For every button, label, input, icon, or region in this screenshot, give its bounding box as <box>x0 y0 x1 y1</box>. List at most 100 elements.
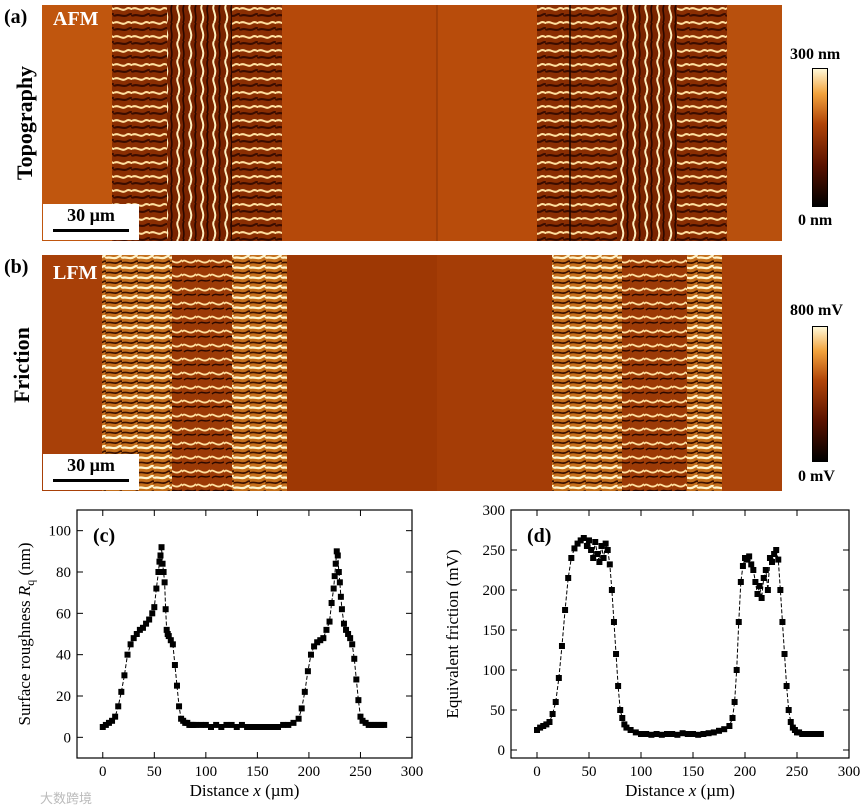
data-point <box>811 731 818 737</box>
data-point <box>762 567 769 573</box>
data-point <box>317 637 324 644</box>
data-point <box>173 682 180 689</box>
y-tick-label: 80 <box>56 565 71 581</box>
data-point <box>311 643 318 650</box>
data-point <box>592 539 599 545</box>
data-point <box>752 579 759 585</box>
data-point <box>314 639 321 646</box>
data-point <box>773 547 780 553</box>
data-point <box>602 540 609 547</box>
x-tick-label: 0 <box>99 764 107 780</box>
data-point <box>353 676 360 683</box>
afm-topography-image <box>42 5 782 241</box>
data-point <box>102 721 109 728</box>
data-point <box>744 556 751 563</box>
data-point <box>169 641 176 648</box>
lfm-friction-image <box>42 255 782 491</box>
data-point <box>562 607 569 613</box>
scale-bar-line <box>53 229 129 232</box>
data-point <box>233 724 240 730</box>
data-point <box>664 731 670 737</box>
data-point <box>326 618 333 625</box>
data-point <box>756 583 763 589</box>
data-point <box>165 633 172 640</box>
chart-panel-label: (c) <box>93 525 115 547</box>
panel-a-side-title: Topography <box>12 65 37 181</box>
data-point <box>332 560 339 567</box>
data-point <box>604 547 611 553</box>
data-point <box>336 579 343 586</box>
data-point <box>617 707 624 713</box>
plot-frame <box>76 509 413 759</box>
x-tick-label: 250 <box>786 764 809 780</box>
scale-bar-line <box>53 479 129 482</box>
data-point <box>771 551 778 557</box>
data-point <box>748 561 755 568</box>
data-point <box>623 724 630 731</box>
data-point <box>799 731 806 737</box>
data-point <box>808 731 815 737</box>
data-point <box>726 723 733 729</box>
x-tick-label: 150 <box>682 764 705 780</box>
y-tick-label: 60 <box>56 606 71 622</box>
data-point <box>540 723 547 729</box>
y-axis-label: Equivalent friction (mV) <box>443 549 462 718</box>
data-point <box>202 721 209 728</box>
data-point <box>781 651 788 657</box>
lfm-image-svg <box>42 255 782 491</box>
data-point <box>716 727 722 734</box>
data-point <box>378 721 385 728</box>
data-point <box>238 721 245 728</box>
panel-a-scale-bar: 30 µm <box>43 204 139 240</box>
watermark: 大数跨境 <box>40 792 93 807</box>
data-point <box>153 585 160 592</box>
data-point <box>754 591 761 597</box>
data-point <box>115 703 122 710</box>
data-point <box>588 547 595 553</box>
data-point <box>785 707 792 713</box>
data-point <box>259 724 266 730</box>
y-tick-label: 0 <box>498 743 506 759</box>
data-point <box>345 631 352 637</box>
data-point <box>330 585 337 592</box>
data-point <box>197 721 204 728</box>
data-point <box>546 719 553 725</box>
data-point <box>658 731 665 738</box>
data-point <box>368 721 375 728</box>
data-point <box>340 620 347 627</box>
data-point <box>323 626 330 633</box>
data-point <box>334 552 341 559</box>
data-point <box>155 569 162 575</box>
x-tick-label: 0 <box>533 764 541 780</box>
data-point <box>684 731 691 737</box>
y-tick-label: 200 <box>483 583 506 599</box>
data-point <box>381 721 388 728</box>
y-tick-label: 20 <box>56 689 71 705</box>
data-point <box>783 683 790 689</box>
data-point <box>558 643 565 649</box>
data-point <box>608 587 615 593</box>
data-point <box>583 543 590 549</box>
data-point <box>99 724 106 730</box>
data-point <box>223 721 230 728</box>
x-tick-label: 200 <box>298 764 321 780</box>
data-point <box>802 731 809 737</box>
data-point <box>710 729 717 736</box>
data-point <box>343 626 350 633</box>
panel-b-colorbar-min: 0 mV <box>798 468 835 485</box>
data-point <box>598 543 605 549</box>
data-point <box>351 655 358 662</box>
data-point <box>357 713 364 720</box>
data-point <box>643 731 650 737</box>
data-point <box>552 699 559 705</box>
data-point <box>638 731 644 737</box>
chart-c-roughness: 0 50 100 150 200 250 300 0 20 40 60 80 100 (c) Distanc… <box>15 509 423 800</box>
data-point <box>320 635 327 642</box>
y-tick-label: 40 <box>56 648 71 664</box>
x-axis-label: Distance x (µm) <box>190 781 300 800</box>
data-point <box>285 721 292 728</box>
panel-a-colorbar <box>812 68 828 207</box>
data-point <box>269 724 276 730</box>
panel-b-colorbar <box>812 326 828 462</box>
data-point <box>777 587 784 593</box>
